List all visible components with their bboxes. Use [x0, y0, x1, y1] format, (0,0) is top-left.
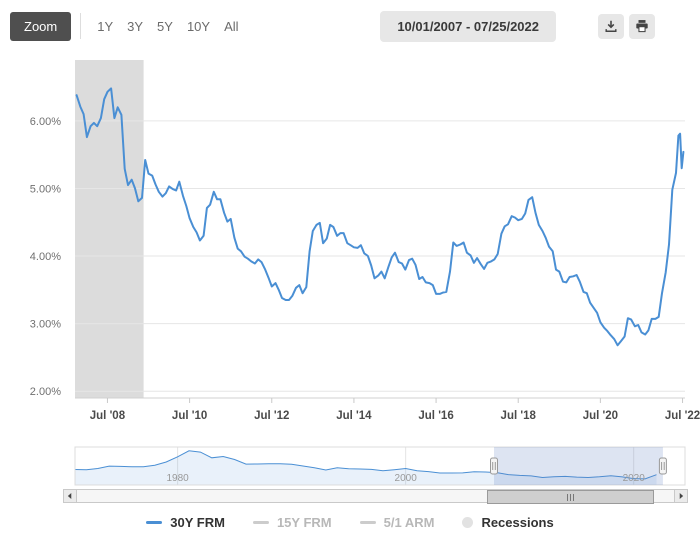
x-axis-label: Jul '08: [90, 410, 126, 422]
navigator-year-label: 2020: [623, 473, 646, 484]
y-axis-label: 3.00%: [30, 319, 61, 331]
zoom-button[interactable]: Zoom: [10, 11, 72, 41]
y-axis-label: 4.00%: [30, 251, 61, 263]
x-axis-label: Jul '20: [583, 410, 618, 422]
scrollbar-left-arrow[interactable]: [63, 489, 77, 503]
navigator-outline: [74, 446, 686, 486]
x-axis-label: Jul '22: [665, 410, 700, 422]
download-button[interactable]: [598, 13, 624, 39]
x-axis-label: Jul '16: [418, 410, 453, 422]
range-button-all[interactable]: All: [217, 13, 245, 40]
navigator-area: [75, 450, 657, 485]
navigator-year-label: 2000: [395, 473, 418, 484]
scrollbar-thumb[interactable]: [487, 490, 654, 504]
date-range-button[interactable]: 10/01/2007 - 07/25/2022: [380, 10, 556, 42]
rate-line-30y-frm[interactable]: [75, 87, 685, 347]
legend-label-recessions: Recessions: [481, 515, 554, 530]
navigator-svg: 1980 2000 2020: [74, 446, 686, 486]
print-icon: [636, 20, 648, 33]
legend-label-5-1-arm: 5/1 ARM: [383, 515, 435, 530]
legend-swatch-line-icon: [146, 521, 163, 524]
right-arrow-icon: [679, 493, 684, 499]
legend-label-15y-frm: 15Y FRM: [276, 515, 332, 530]
y-axis-label: 2.00%: [30, 386, 61, 398]
navigator-handle-right[interactable]: [658, 457, 667, 475]
navigator-handle-left[interactable]: [490, 457, 498, 475]
x-axis-label: Jul '18: [501, 410, 537, 422]
legend-swatch-line-icon: [359, 521, 376, 524]
legend: 30Y FRM 15Y FRM 5/1 ARM Recessions: [0, 515, 700, 530]
recession-band: [75, 60, 144, 398]
download-icon: [605, 20, 617, 32]
y-axis-label: 6.00%: [30, 116, 61, 128]
legend-item-30y-frm[interactable]: 30Y FRM: [146, 515, 225, 530]
x-axis-label: Jul '14: [336, 410, 372, 422]
print-button[interactable]: [629, 13, 655, 39]
toolbar: Zoom 1Y 3Y 5Y 10Y All 10/01/2007 - 07/25…: [10, 10, 655, 42]
main-chart-svg: 2.00% 3.00% 4.00% 5.00% 6.00% Jul '08 Jul '10 J…: [30, 60, 700, 422]
y-axis-label: 5.00%: [30, 183, 61, 195]
legend-item-recessions[interactable]: Recessions: [462, 515, 554, 530]
navigator[interactable]: 1980 2000 2020: [0, 445, 700, 487]
x-axis-label: Jul '12: [254, 410, 289, 422]
navigator-selected-range[interactable]: [494, 447, 663, 485]
legend-item-5-1-arm[interactable]: 5/1 ARM: [359, 515, 435, 530]
main-chart-area[interactable]: 2.00% 3.00% 4.00% 5.00% 6.00% Jul '08 Jul '10 J…: [0, 52, 700, 424]
x-axis-label: Jul '10: [172, 410, 207, 422]
scrollbar: [63, 489, 688, 504]
legend-label-30y-frm: 30Y FRM: [170, 515, 225, 530]
legend-item-15y-frm[interactable]: 15Y FRM: [252, 515, 332, 530]
range-button-3y[interactable]: 3Y: [120, 13, 150, 40]
legend-swatch-line-icon: [252, 521, 269, 524]
legend-swatch-circle-icon: [462, 517, 474, 528]
toolbar-divider: [80, 13, 82, 39]
scrollbar-track[interactable]: [77, 489, 674, 504]
left-arrow-icon: [67, 493, 72, 499]
navigator-line: [74, 450, 657, 480]
scrollbar-grip-icon: [570, 493, 571, 501]
export-buttons: [598, 13, 655, 39]
range-button-1y[interactable]: 1Y: [90, 13, 120, 40]
navigator-year-label: 1980: [166, 473, 189, 484]
range-button-5y[interactable]: 5Y: [150, 13, 180, 40]
scrollbar-right-arrow[interactable]: [674, 489, 688, 503]
range-button-10y[interactable]: 10Y: [180, 13, 217, 40]
